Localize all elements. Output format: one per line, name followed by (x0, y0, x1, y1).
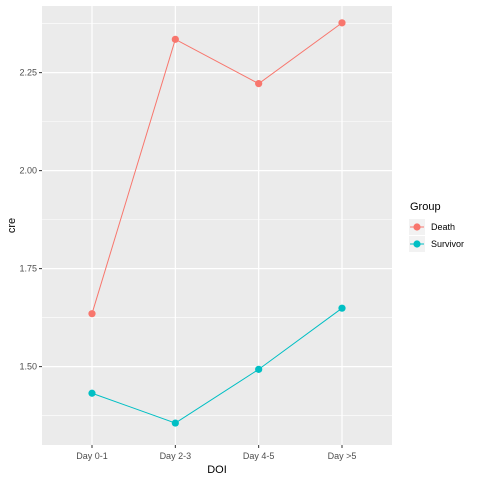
x-tick-label: Day 0-1 (76, 451, 108, 461)
data-point (171, 35, 179, 43)
x-axis-title: DOI (207, 464, 227, 476)
y-tick-label: 2.00 (19, 166, 37, 176)
y-tick-label: 2.25 (19, 68, 37, 78)
legend: Group Death Survivor (409, 201, 464, 252)
data-point (255, 365, 263, 373)
legend-label: Death (431, 222, 455, 232)
legend-title: Group (410, 201, 441, 213)
data-point (255, 80, 263, 88)
legend-key-point (413, 223, 421, 231)
series-line (91, 307, 343, 424)
series-survivor (88, 304, 346, 427)
x-tick-label: Day 4-5 (243, 451, 275, 461)
y-axis: 1.50 1.75 2.00 2.25 (19, 68, 42, 372)
series-line (91, 22, 343, 314)
data-point (338, 19, 346, 27)
x-tick-label: Day 2-3 (160, 451, 192, 461)
y-tick-label: 1.50 (19, 362, 37, 372)
series-death (88, 19, 346, 318)
data-point (171, 419, 179, 427)
y-axis-title: cre (6, 218, 18, 233)
data-point (88, 389, 96, 397)
series-layer (88, 19, 346, 427)
legend-items: Death Survivor (409, 219, 464, 252)
legend-key-point (413, 240, 421, 248)
x-tick-label: Day >5 (328, 451, 357, 461)
plot-panel (42, 6, 392, 445)
y-tick-label: 1.75 (19, 264, 37, 274)
x-axis: Day 0-1 Day 2-3 Day 4-5 Day >5 (76, 445, 356, 461)
data-point (88, 310, 96, 318)
minor-gridlines (42, 23, 392, 416)
data-point (338, 304, 346, 312)
legend-label: Survivor (431, 239, 464, 249)
